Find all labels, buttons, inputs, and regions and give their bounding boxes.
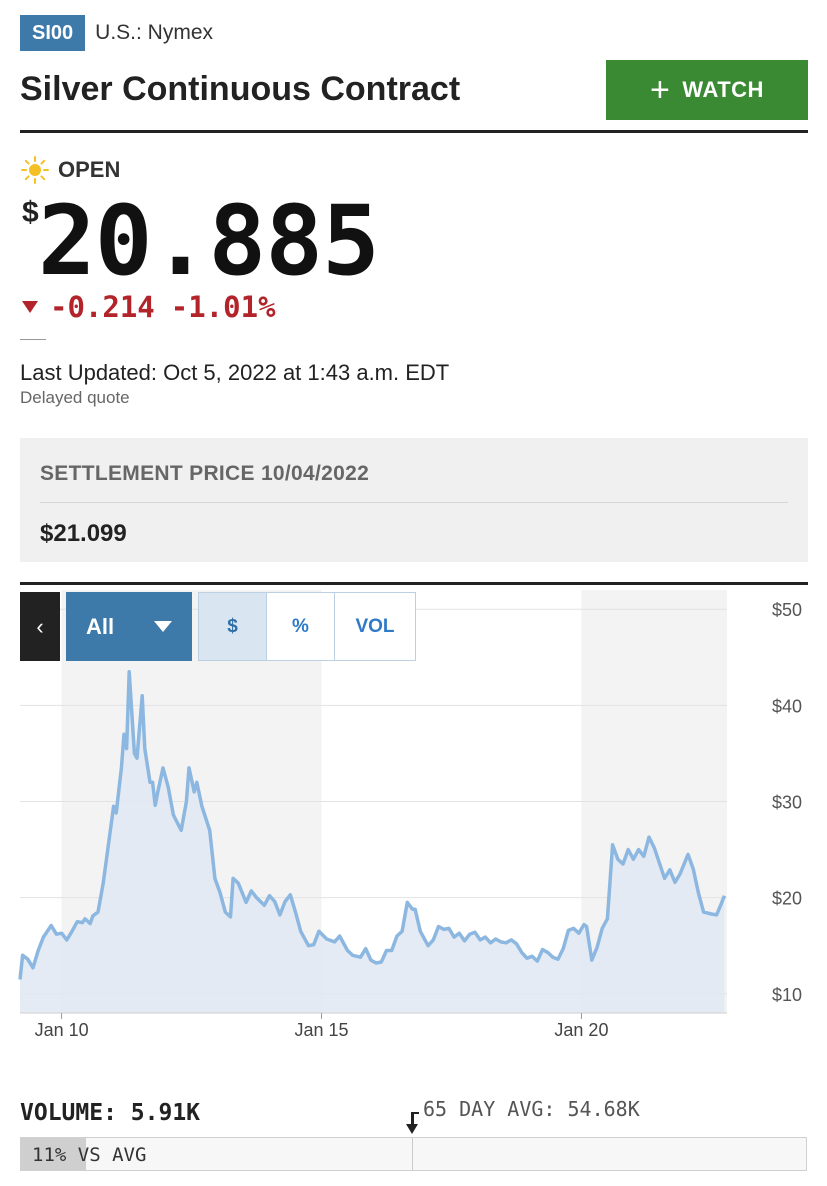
x-tick-label: Jan 10 <box>35 1020 89 1040</box>
volume-vs-avg: 11% VS AVG <box>32 1144 146 1166</box>
sun-icon <box>21 156 49 184</box>
chart-mode-group: $ % VOL <box>198 592 416 661</box>
volume-label: VOLUME: 5.91K <box>20 1100 201 1126</box>
chevron-left-icon[interactable]: ‹ <box>20 592 60 661</box>
change-percent: -1.01% <box>170 290 276 324</box>
avg-marker-hook <box>411 1112 419 1114</box>
down-arrow-icon <box>22 301 38 313</box>
volume-vs-avg-label: VS AVG <box>66 1144 147 1166</box>
x-tick-label: Jan 20 <box>554 1020 608 1040</box>
watch-button[interactable]: + WATCH <box>606 60 808 120</box>
ticker-badge[interactable]: SI00 <box>20 15 86 51</box>
settlement-label: SETTLEMENT PRICE 10/04/2022 <box>40 462 370 485</box>
y-tick-label: $10 <box>772 985 802 1005</box>
settlement-divider <box>40 502 788 503</box>
volume-bar: 11% VS AVG <box>20 1137 807 1171</box>
mode-volume-button[interactable]: VOL <box>335 593 415 660</box>
last-price: 20.885 <box>38 185 380 297</box>
volume-bar-fill <box>21 1138 86 1170</box>
mode-dollar-button[interactable]: $ <box>199 593 267 660</box>
caret-down-icon <box>154 621 172 632</box>
y-tick-label: $20 <box>772 889 802 909</box>
x-tick-label: Jan 15 <box>294 1020 348 1040</box>
divider <box>20 339 46 340</box>
avg-marker-stem <box>411 1112 414 1126</box>
volume-avg-line <box>412 1138 413 1170</box>
settlement-value: $21.099 <box>40 520 127 547</box>
chart-divider <box>20 582 808 585</box>
settlement-box: SETTLEMENT PRICE 10/04/2022 $21.099 <box>20 438 808 562</box>
y-tick-label: $40 <box>772 696 802 716</box>
range-select-value: All <box>86 613 115 639</box>
avg-marker-arrow <box>406 1124 418 1134</box>
range-select[interactable]: All <box>66 592 192 661</box>
y-tick-label: $30 <box>772 793 802 813</box>
change-value: -0.214 <box>50 290 155 324</box>
header-divider <box>20 130 808 133</box>
chart-area <box>20 671 725 1013</box>
market-status: OPEN <box>20 155 120 185</box>
mode-percent-button[interactable]: % <box>267 593 335 660</box>
plus-icon: + <box>650 71 671 109</box>
delayed-note: Delayed quote <box>20 388 130 407</box>
chart-series-line <box>18 669 727 980</box>
status-text: OPEN <box>58 157 121 182</box>
ticker-row: SI00 U.S.: Nymex <box>20 15 213 51</box>
avg-volume-label: 65 DAY AVG: 54.68K <box>423 1097 640 1121</box>
watch-button-label: WATCH <box>682 77 764 102</box>
volume-vs-avg-pct: 11% <box>32 1144 67 1166</box>
y-tick-label: $50 <box>772 600 802 620</box>
price-change: -0.214 -1.01% <box>22 290 276 324</box>
last-updated: Last Updated: Oct 5, 2022 at 1:43 a.m. E… <box>20 360 450 385</box>
price-currency: $ <box>22 196 39 229</box>
exchange-label: U.S.: Nymex <box>95 21 214 44</box>
page-title: Silver Continuous Contract <box>20 70 461 108</box>
